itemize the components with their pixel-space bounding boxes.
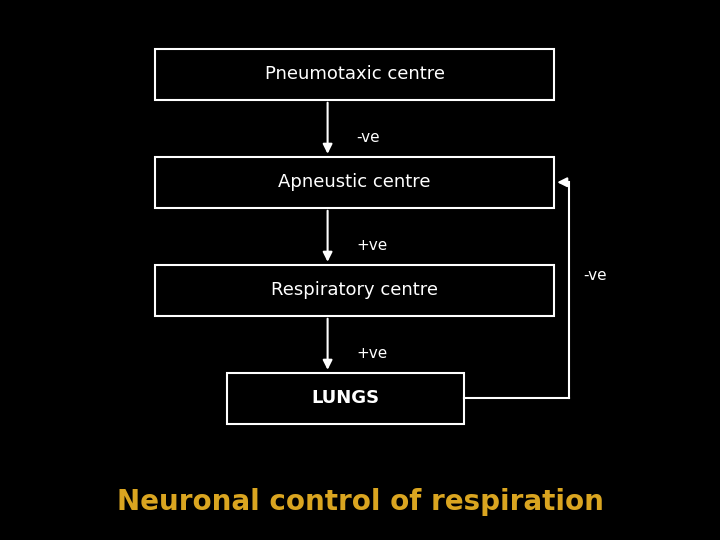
Text: -ve: -ve	[356, 130, 380, 145]
Bar	[155, 265, 554, 316]
Text: Pneumotaxic centre: Pneumotaxic centre	[265, 65, 445, 83]
Bar	[155, 49, 554, 100]
Text: -ve: -ve	[583, 268, 607, 283]
Text: Apneustic centre: Apneustic centre	[279, 173, 431, 191]
Bar	[155, 157, 554, 208]
Text: LUNGS: LUNGS	[312, 389, 379, 407]
Bar	[227, 373, 464, 424]
Text: Neuronal control of respiration: Neuronal control of respiration	[117, 488, 603, 516]
Text: +ve: +ve	[356, 238, 387, 253]
Text: Respiratory centre: Respiratory centre	[271, 281, 438, 299]
Text: +ve: +ve	[356, 346, 387, 361]
